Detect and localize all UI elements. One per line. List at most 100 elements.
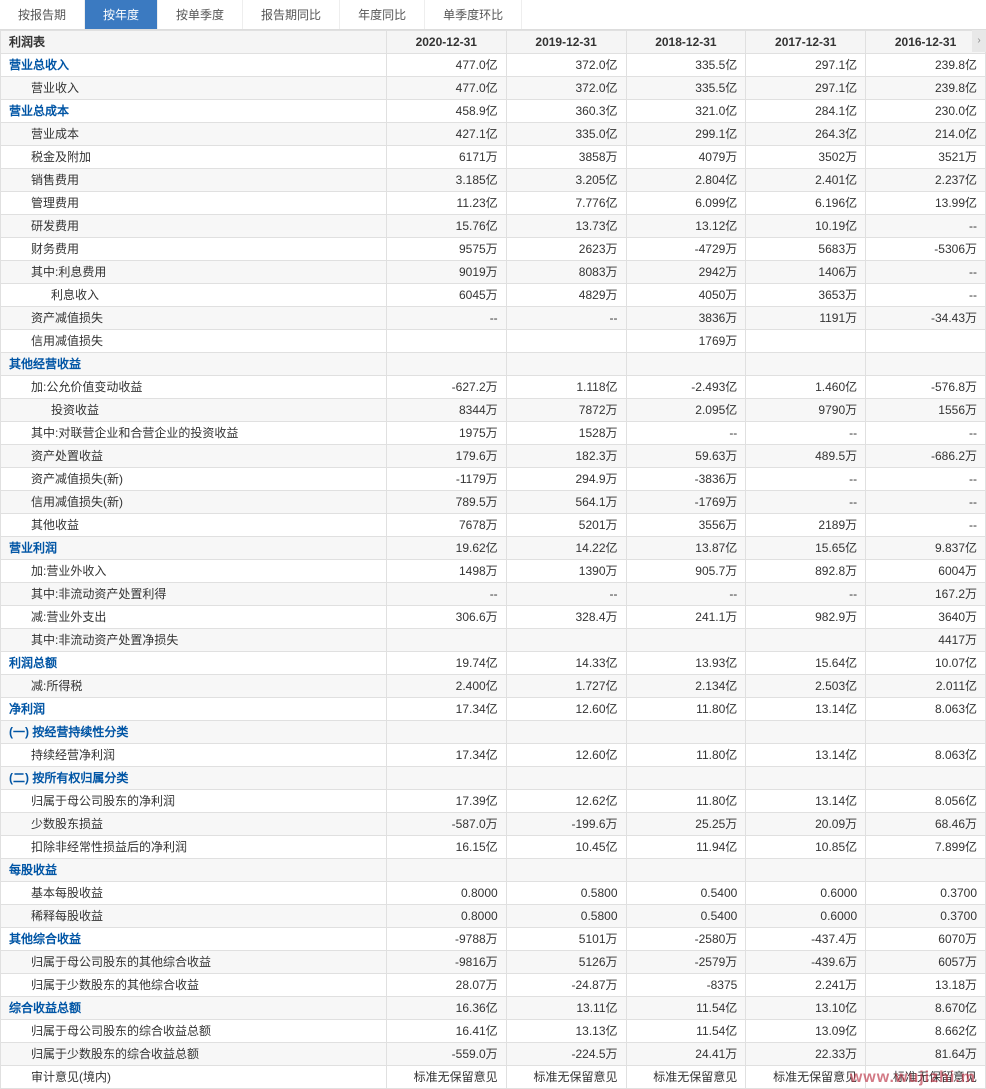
row-value: 0.5400 [626,882,746,905]
tab-2[interactable]: 按单季度 [158,0,243,29]
row-value [386,859,506,882]
row-label: 其他收益 [1,514,387,537]
row-value: 7.776亿 [506,192,626,215]
tab-3[interactable]: 报告期同比 [243,0,340,29]
row-value: 1975万 [386,422,506,445]
row-value [746,721,866,744]
row-value: 81.64万 [866,1043,986,1066]
row-value [866,353,986,376]
row-value: 489.5万 [746,445,866,468]
row-value: 6.196亿 [746,192,866,215]
row-value: 167.2万 [866,583,986,606]
row-label: 资产减值损失 [1,307,387,330]
row-value: 321.0亿 [626,100,746,123]
row-label: 减:营业外支出 [1,606,387,629]
row-value: 2.503亿 [746,675,866,698]
income-statement-table-wrap: 利润表2020-12-312019-12-312018-12-312017-12… [0,30,986,1089]
row-value: 2.134亿 [626,675,746,698]
row-value [746,767,866,790]
row-value: 0.3700 [866,905,986,928]
row-value: 2189万 [746,514,866,537]
row-label: 归属于少数股东的综合收益总额 [1,1043,387,1066]
row-value: 306.6万 [386,606,506,629]
row-value: 13.12亿 [626,215,746,238]
row-value: 3.205亿 [506,169,626,192]
row-value: 4079万 [626,146,746,169]
row-value: 13.13亿 [506,1020,626,1043]
row-value: 9790万 [746,399,866,422]
row-value: 14.33亿 [506,652,626,675]
row-label: 净利润 [1,698,387,721]
row-value: 标准无保留意见 [626,1066,746,1089]
row-value: 9575万 [386,238,506,261]
row-value: 12.60亿 [506,744,626,767]
tab-5[interactable]: 单季度环比 [425,0,522,29]
row-label: 财务费用 [1,238,387,261]
row-value [386,330,506,353]
row-value: 标准无保留意见 [866,1066,986,1089]
row-label: 其中:非流动资产处置净损失 [1,629,387,652]
row-value: -559.0万 [386,1043,506,1066]
row-value: 标准无保留意见 [506,1066,626,1089]
row-value: 6004万 [866,560,986,583]
row-label: (一) 按经营持续性分类 [1,721,387,744]
row-value: 294.9万 [506,468,626,491]
row-value: -4729万 [626,238,746,261]
row-value: 3.185亿 [386,169,506,192]
row-value: 4829万 [506,284,626,307]
tab-4[interactable]: 年度同比 [340,0,425,29]
row-value [506,721,626,744]
header-col-2: 2018-12-31 [626,31,746,54]
row-value: -- [866,514,986,537]
row-value: 7678万 [386,514,506,537]
row-value: 335.5亿 [626,54,746,77]
row-value: 3653万 [746,284,866,307]
row-value: -- [866,422,986,445]
row-label: 税金及附加 [1,146,387,169]
row-value: 13.14亿 [746,790,866,813]
header-col-1: 2019-12-31 [506,31,626,54]
tab-1[interactable]: 按年度 [85,0,158,29]
row-value [866,330,986,353]
row-label: 扣除非经常性损益后的净利润 [1,836,387,859]
row-value: 6171万 [386,146,506,169]
row-value: -- [866,468,986,491]
row-value: 13.99亿 [866,192,986,215]
row-value: 11.80亿 [626,790,746,813]
row-value: 标准无保留意见 [386,1066,506,1089]
row-label: 营业利润 [1,537,387,560]
row-value: 11.80亿 [626,744,746,767]
row-value: 19.62亿 [386,537,506,560]
row-label: 其他经营收益 [1,353,387,376]
row-label: 归属于少数股东的其他综合收益 [1,974,387,997]
row-label: 销售费用 [1,169,387,192]
row-value: 2942万 [626,261,746,284]
tab-0[interactable]: 按报告期 [0,0,85,29]
table-row: 资产减值损失----3836万1191万-34.43万 [1,307,986,330]
row-value: 182.3万 [506,445,626,468]
row-label: 营业总收入 [1,54,387,77]
row-label: 研发费用 [1,215,387,238]
row-value: 1.118亿 [506,376,626,399]
row-label: 资产减值损失(新) [1,468,387,491]
row-value: 13.73亿 [506,215,626,238]
row-value [506,353,626,376]
row-value: -- [866,215,986,238]
row-value: 11.23亿 [386,192,506,215]
row-value: 0.5400 [626,905,746,928]
row-value: -439.6万 [746,951,866,974]
row-value: 11.94亿 [626,836,746,859]
row-label: 投资收益 [1,399,387,422]
row-value: 284.1亿 [746,100,866,123]
scroll-right-icon[interactable]: › [972,30,986,52]
row-label: 利润总额 [1,652,387,675]
row-value: -34.43万 [866,307,986,330]
row-value: 68.46万 [866,813,986,836]
row-label: 信用减值损失 [1,330,387,353]
row-value: 477.0亿 [386,77,506,100]
row-label: 减:所得税 [1,675,387,698]
row-value [506,330,626,353]
row-label: 其中:对联营企业和合营企业的投资收益 [1,422,387,445]
row-value: 372.0亿 [506,77,626,100]
row-value [506,767,626,790]
